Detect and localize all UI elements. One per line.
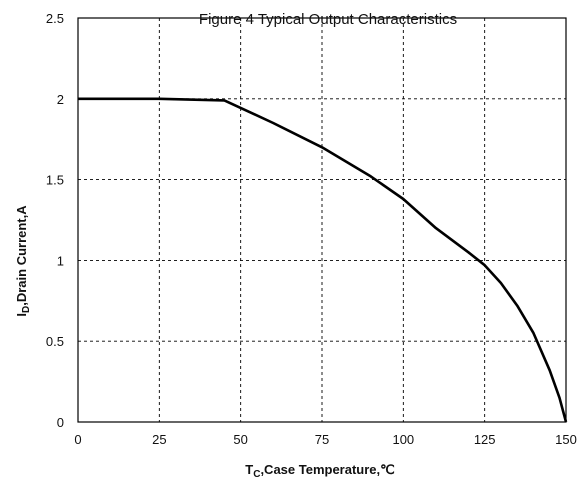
x-axis-title-sub: C bbox=[253, 469, 260, 480]
y-axis-title-sub: D bbox=[21, 306, 32, 313]
x-axis-title-rest: ,Case Temperature,℃ bbox=[260, 462, 394, 477]
y-axis-title-main: I bbox=[14, 313, 29, 317]
chart-title: Figure 4 Typical Output Characteristics bbox=[199, 11, 457, 28]
y-tick-label: 0.5 bbox=[46, 334, 64, 349]
x-tick-label: 100 bbox=[392, 432, 414, 447]
x-tick-label: 50 bbox=[233, 432, 247, 447]
x-tick-label: 125 bbox=[474, 432, 496, 447]
x-axis-title: TC,Case Temperature,℃ bbox=[245, 462, 395, 480]
grid bbox=[78, 18, 566, 422]
x-tick-label: 150 bbox=[555, 432, 577, 447]
x-axis-title-main: T bbox=[245, 462, 253, 477]
y-tick-label: 0 bbox=[57, 415, 64, 430]
x-tick-labels: 0 25 50 75 100 125 150 bbox=[74, 432, 576, 447]
x-tick-label: 25 bbox=[152, 432, 166, 447]
y-tick-labels: 0 0.5 1 1.5 2 2.5 bbox=[46, 11, 64, 430]
x-tick-label: 75 bbox=[315, 432, 329, 447]
y-tick-label: 1 bbox=[57, 253, 64, 268]
y-tick-label: 1.5 bbox=[46, 173, 64, 188]
plot-frame bbox=[77, 17, 567, 423]
y-axis-title-rest: ,Drain Current,A bbox=[14, 205, 29, 306]
x-tick-label: 0 bbox=[74, 432, 81, 447]
y-tick-label: 2.5 bbox=[46, 11, 64, 26]
series-line bbox=[78, 97, 568, 423]
y-tick-label: 2 bbox=[57, 92, 64, 107]
y-axis-title: ID,Drain Current,A bbox=[14, 205, 32, 317]
